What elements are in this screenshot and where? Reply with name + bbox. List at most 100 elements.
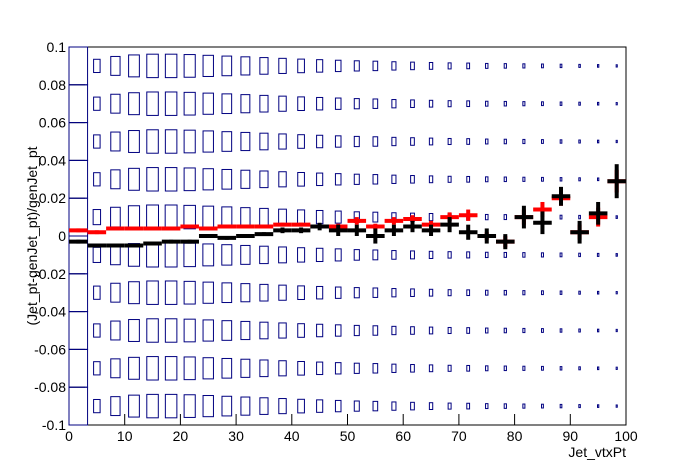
bin-box <box>597 404 600 408</box>
bin-box <box>146 318 159 343</box>
bin-box <box>615 102 618 106</box>
bin-box <box>202 357 214 380</box>
bin-box <box>578 214 581 220</box>
bin-box <box>503 100 507 107</box>
bin-box <box>240 131 251 152</box>
bin-box <box>92 209 102 226</box>
bin-box <box>503 289 507 296</box>
bin-box <box>540 252 544 258</box>
bin-box <box>297 398 305 414</box>
bin-box <box>541 328 544 333</box>
y-tick-label: 0 <box>58 228 66 244</box>
bin-box <box>316 59 324 73</box>
bin-box <box>68 122 89 161</box>
bin-box <box>278 284 287 301</box>
bin-box <box>410 250 415 260</box>
bin-box <box>522 290 526 296</box>
bin-box <box>428 175 434 184</box>
bin-box <box>128 319 140 342</box>
bin-box <box>466 289 471 297</box>
bin-box <box>68 46 89 86</box>
bin-box <box>559 214 563 220</box>
bin-box <box>466 100 471 108</box>
bin-box <box>578 177 581 182</box>
bin-box <box>522 176 526 182</box>
bin-box <box>410 175 415 184</box>
x-tick-label: 50 <box>340 428 356 444</box>
bin-box <box>221 55 233 77</box>
bin-box <box>615 64 618 68</box>
bin-box <box>466 138 471 145</box>
bin-box <box>240 169 251 189</box>
bin-box <box>128 130 140 153</box>
bin-box <box>615 328 618 333</box>
bin-box <box>597 366 600 371</box>
bin-box <box>372 363 379 374</box>
bin-box <box>353 249 360 261</box>
bin-box <box>93 96 101 111</box>
bin-box <box>128 394 140 418</box>
bin-box <box>93 285 101 300</box>
bin-box <box>278 57 287 74</box>
bin-box <box>447 402 452 410</box>
bin-box <box>68 348 89 388</box>
bin-box <box>615 139 618 144</box>
bin-box <box>240 283 251 303</box>
bin-box <box>334 135 342 148</box>
bin-box <box>522 365 526 371</box>
bin-box <box>183 318 196 343</box>
bin-box <box>183 356 196 381</box>
bin-box <box>503 365 507 372</box>
bin-box <box>522 63 526 69</box>
bin-box <box>259 94 269 113</box>
bin-box <box>447 289 452 297</box>
bin-box <box>110 55 121 76</box>
bin-box <box>597 290 600 295</box>
bin-box <box>559 101 563 106</box>
bin-box <box>128 92 140 116</box>
bin-box <box>391 174 397 184</box>
bin-box <box>316 399 324 413</box>
bin-box <box>428 326 434 335</box>
bin-box <box>278 171 287 188</box>
bin-box <box>485 100 489 107</box>
bin-box <box>110 169 121 190</box>
bin-box <box>353 98 360 110</box>
bin-box <box>93 134 101 149</box>
bin-box <box>541 176 544 182</box>
bin-box <box>128 54 140 78</box>
x-tick-label: 80 <box>507 428 523 444</box>
bin-box <box>447 137 452 146</box>
bin-box <box>615 253 618 257</box>
bin-box <box>428 364 434 373</box>
bin-box <box>410 99 415 108</box>
bin-box <box>503 327 507 334</box>
bin-box <box>68 386 89 426</box>
bin-box <box>559 366 563 371</box>
bin-box <box>68 84 89 124</box>
bin-box <box>391 363 397 373</box>
bin-box <box>447 364 452 372</box>
bin-box <box>146 53 159 79</box>
bin-box <box>93 323 101 338</box>
bin-box <box>202 168 214 191</box>
bin-box <box>278 133 287 150</box>
bin-box <box>391 61 397 71</box>
bin-box <box>541 403 544 409</box>
bin-box <box>110 396 121 417</box>
bin-box <box>578 366 581 371</box>
bin-box <box>334 362 342 375</box>
bin-box <box>183 91 196 116</box>
bin-box <box>164 242 178 268</box>
bin-box <box>164 129 178 154</box>
bin-box <box>522 327 526 334</box>
bin-box <box>466 251 471 259</box>
bin-box <box>68 273 89 313</box>
y-tick-label: -0.1 <box>42 417 66 433</box>
bin-box <box>522 101 526 107</box>
bin-box <box>503 63 507 69</box>
bin-box <box>146 129 159 154</box>
bin-box <box>146 242 159 268</box>
bin-box <box>297 171 305 187</box>
